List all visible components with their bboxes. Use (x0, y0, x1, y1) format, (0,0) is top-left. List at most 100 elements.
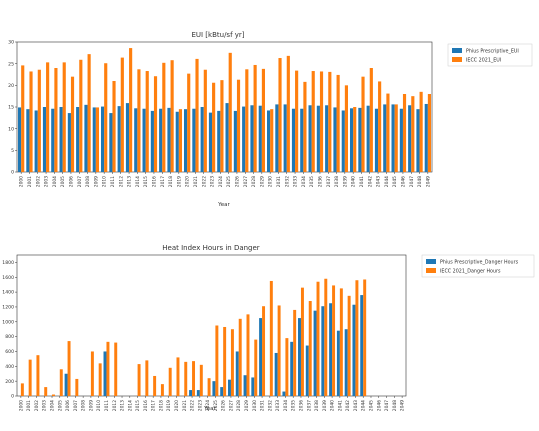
chart-title: EUI [kBtu/sf yr] (191, 31, 244, 39)
legend-box (447, 43, 533, 67)
x-axis: 2000 2001 2002 2003 2004 2005 2006 2007 2008 2009… (19, 172, 431, 187)
x-tick-label: 2029 (244, 400, 250, 411)
bar-series2-2043 (378, 81, 382, 172)
bar-series2-2010 (104, 63, 108, 173)
x-tick-label: 2015 (135, 400, 141, 411)
bar-series1-2028 (250, 105, 254, 172)
x-tick-label: 2038 (334, 176, 340, 187)
bar-series2-2023 (199, 364, 203, 396)
bar-series1-2026 (233, 110, 237, 172)
x-tick-label: 2032 (267, 400, 273, 411)
bar-series1-2039 (341, 110, 345, 172)
x-tick-label: 2008 (85, 176, 91, 187)
bar-series1-2006 (64, 373, 68, 396)
bar-series1-2001 (26, 109, 30, 172)
x-tick-label: 2040 (330, 400, 336, 411)
bar-series1-2040 (329, 303, 333, 396)
x-tick-label: 2020 (174, 400, 180, 411)
x-tick-label: 2004 (50, 400, 56, 411)
x-tick-label: 2041 (337, 400, 343, 411)
bar-series1-2048 (416, 109, 420, 172)
y-tick-label: 1400 (2, 290, 14, 296)
bar-series2-2030 (254, 339, 258, 396)
x-tick-label: 2027 (243, 176, 249, 187)
bar-series1-2012 (117, 106, 121, 172)
bar-series2-2036 (300, 287, 304, 396)
x-tick-label: 2002 (35, 176, 41, 187)
y-tick-label: 20 (8, 83, 14, 89)
bar-series1-2035 (290, 341, 294, 396)
x-tick-label: 2019 (166, 400, 172, 411)
bar-series1-2041 (336, 330, 340, 396)
bar-series2-2027 (230, 329, 234, 396)
legend-label-series2: IECC 2021_EUI (466, 58, 501, 64)
bar-series1-2023 (208, 112, 213, 172)
x-axis-label: Year (203, 406, 216, 412)
y-tick-label: 1200 (2, 305, 14, 311)
bar-series2-2012 (114, 342, 118, 396)
bar-series1-2033 (274, 352, 278, 396)
bar-series1-2037 (305, 345, 309, 396)
legend: Phius Prescriptive_EUI IECC 2021_EUI (447, 43, 533, 67)
x-tick-label: 2018 (168, 176, 174, 187)
bar-series2-2035 (293, 309, 297, 396)
bar-series2-2016 (153, 76, 158, 172)
bar-series1-2024 (217, 110, 221, 172)
bar-series1-2025 (225, 103, 229, 172)
bar-series2-2032 (269, 280, 273, 396)
bar-series1-2002 (34, 110, 38, 172)
x-tick-label: 2029 (259, 176, 265, 187)
x-tick-label: 2009 (93, 176, 99, 187)
bar-series1-2042 (344, 329, 348, 396)
bar-series2-2029 (261, 68, 265, 172)
y-axis: 0 5 10 15 20 25 30 (8, 40, 17, 176)
y-tick-label: 200 (5, 379, 14, 385)
y-tick-label: 1800 (2, 260, 14, 266)
x-tick-label: 2039 (322, 400, 328, 411)
bar-series1-2022 (189, 390, 193, 396)
bar-series2-2004 (54, 68, 58, 172)
bar-series1-2044 (383, 104, 387, 172)
x-tick-label: 2024 (218, 176, 224, 187)
bar-series2-2027 (245, 69, 249, 172)
bar-series2-2042 (369, 68, 373, 172)
y-tick-label: 10 (8, 126, 14, 132)
legend: Phius Prescriptive_Danger Hours IECC 202… (421, 254, 535, 278)
x-tick-label: 2045 (368, 400, 374, 411)
x-tick-label: 2022 (201, 176, 207, 187)
x-tick-label: 2001 (26, 400, 32, 411)
x-tick-label: 2005 (60, 176, 66, 187)
x-tick-label: 2021 (193, 176, 199, 187)
bar-series1-2011 (103, 351, 107, 396)
bar-series2-2024 (207, 378, 211, 396)
x-tick-label: 2047 (384, 400, 390, 411)
bar-series1-2033 (291, 108, 296, 172)
bar-series2-2041 (361, 76, 365, 172)
x-tick-label: 2037 (326, 176, 332, 187)
bar-series2-2035 (311, 71, 315, 172)
x-tick-label: 2010 (96, 400, 102, 411)
x-tick-label: 2030 (268, 176, 274, 187)
bar-series1-2031 (275, 104, 279, 172)
bar-series1-2028 (235, 351, 239, 396)
bar-series1-2030 (267, 110, 271, 172)
x-tick-label: 2035 (309, 176, 315, 187)
y-axis: 0 200 400 600 800 1000 1200 1400 1600 1800 (2, 260, 17, 400)
x-tick-label: 2032 (284, 176, 290, 187)
legend-label-series1: Phius Prescriptive_Danger Hours (440, 260, 519, 266)
x-tick-label: 2006 (65, 400, 71, 411)
bar-series2-2032 (286, 55, 290, 173)
bar-series1-2017 (159, 108, 163, 172)
bar-series1-2007 (76, 107, 80, 172)
legend-swatch-series1 (452, 48, 462, 53)
bars-layer (18, 48, 431, 173)
x-tick-label: 2041 (359, 176, 365, 187)
bar-series1-2030 (251, 377, 255, 396)
x-tick-label: 2048 (392, 400, 398, 411)
x-tick-label: 2017 (160, 176, 166, 187)
x-tick-label: 2043 (353, 400, 359, 411)
x-tick-label: 2008 (81, 400, 87, 411)
bar-series2-2012 (120, 57, 124, 172)
bar-series1-2034 (300, 108, 304, 172)
y-tick-label: 0 (11, 394, 14, 400)
